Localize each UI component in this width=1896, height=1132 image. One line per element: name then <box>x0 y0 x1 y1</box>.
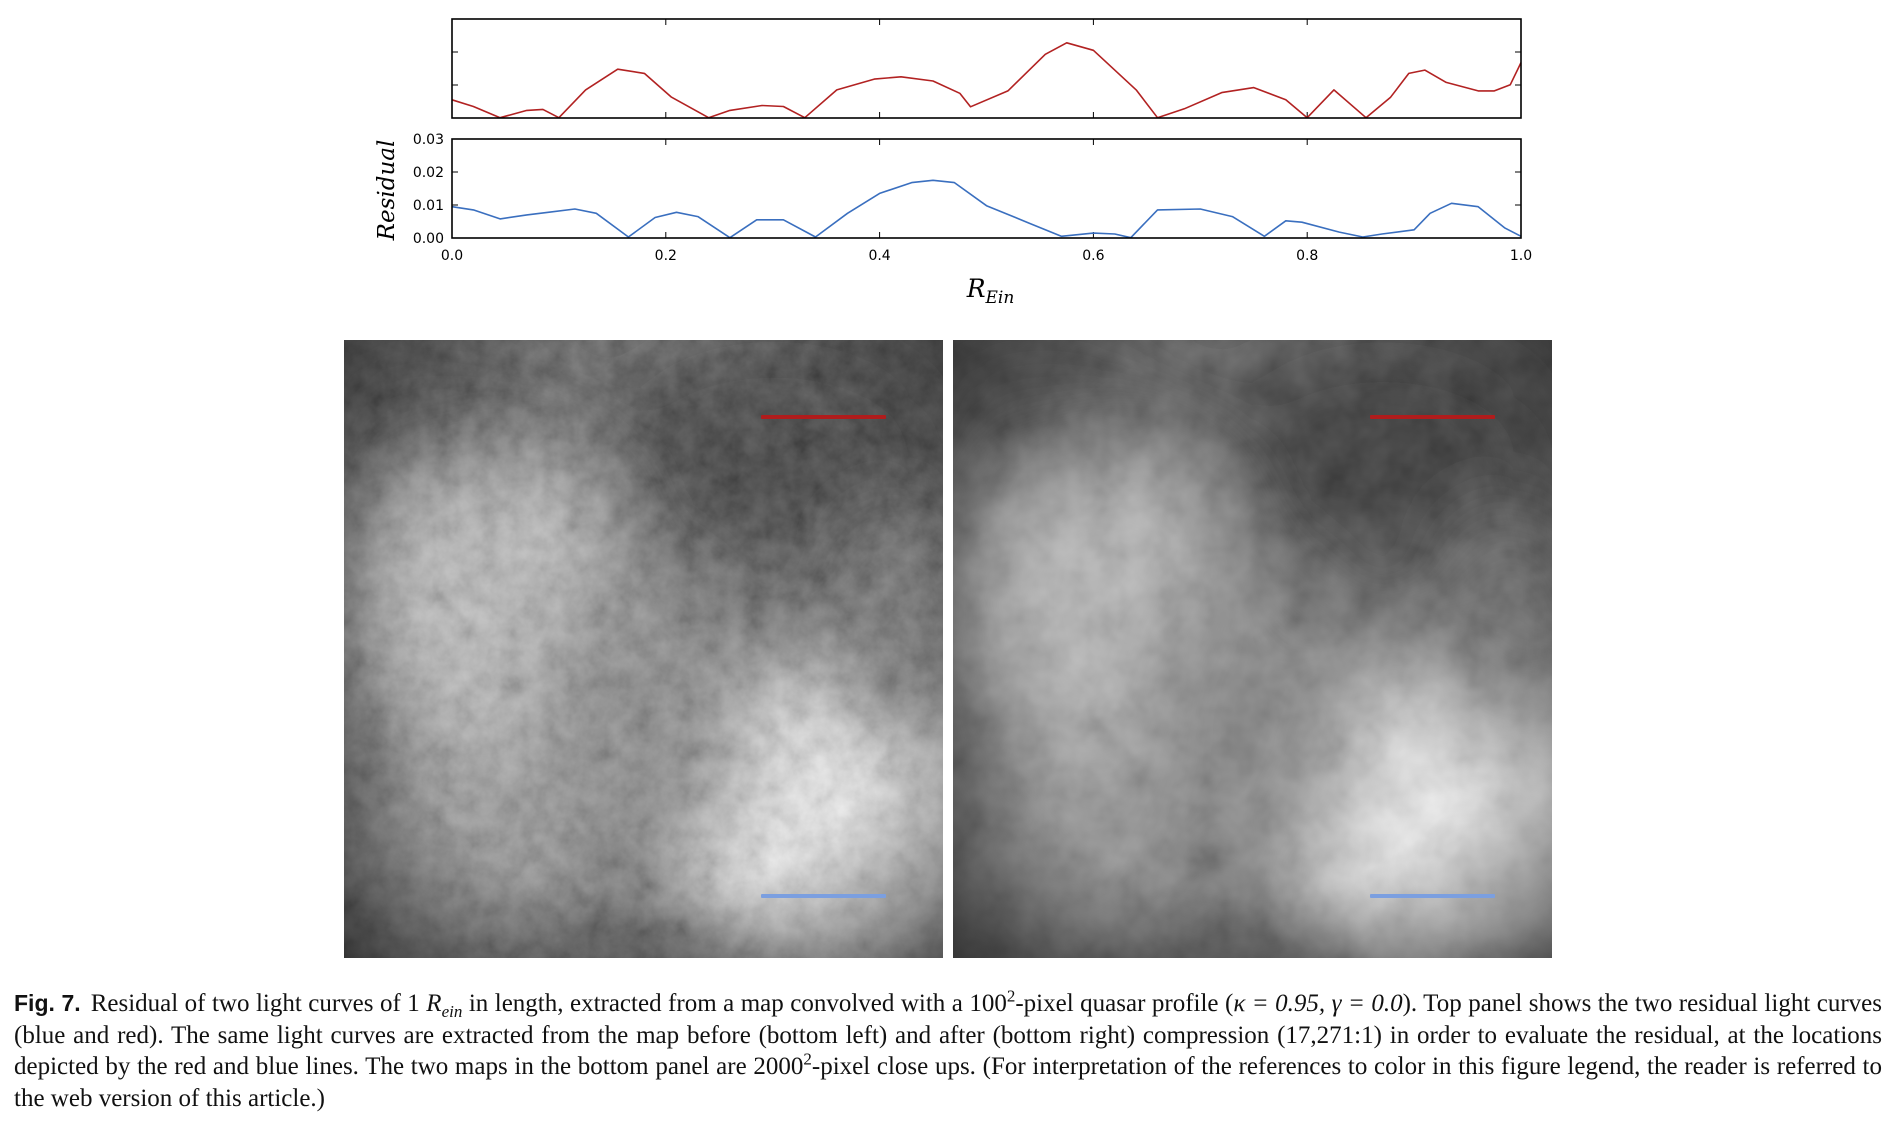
caption-text: Residual of two light curves of 1 <box>90 990 427 1017</box>
map-after-compression <box>953 340 1552 958</box>
map-image-after <box>953 340 1552 958</box>
caption-exponent: 2 <box>803 1049 812 1069</box>
y-tick-label: 0.02 <box>413 165 444 181</box>
y-tick-label: 0.01 <box>413 198 444 214</box>
x-tick-label: 0.8 <box>1296 248 1318 264</box>
y-tick-label: 0.03 <box>413 132 444 148</box>
caption-text: ). Top panel shows the two residual ligh… <box>14 990 1882 1080</box>
caption-text: -pixel quasar profile ( <box>1015 990 1234 1017</box>
x-tick-label: 0.0 <box>441 248 463 264</box>
rein-symbol: Rein <box>426 990 463 1021</box>
red-residual-curve <box>451 42 1522 119</box>
x-tick-label: 0.4 <box>868 248 890 264</box>
x-axis-label: REin <box>966 274 1015 308</box>
caption-text: -pixel close ups. (For interpretation of… <box>14 1053 1882 1112</box>
y-tick-label: 0.00 <box>413 231 444 247</box>
light-curve-residual-plots: 0.0 0.2 0.4 0.6 0.8 1.0 0.00 0.01 0.02 0.03 Residu… <box>374 18 1532 308</box>
caption-parameters: κ = 0.95, γ = 0.0 <box>1233 990 1403 1017</box>
plot-frame <box>451 138 1522 239</box>
blue-marker-line <box>1370 894 1495 898</box>
red-marker-line <box>1370 415 1495 419</box>
plot-frame <box>451 18 1522 119</box>
map-image-before <box>344 340 943 958</box>
caption-label: Fig. 7. <box>14 990 81 1016</box>
map-before-compression <box>344 340 943 958</box>
x-tick-label: 1.0 <box>1510 248 1532 264</box>
caption-exponent: 2 <box>1006 986 1016 1006</box>
red-marker-line <box>761 415 886 419</box>
y-axis-label: Residual <box>374 140 400 242</box>
caption-text: in length, extracted from a map convolve… <box>462 990 1007 1017</box>
x-tick-label: 0.6 <box>1082 248 1104 264</box>
x-tick-label: 0.2 <box>655 248 677 264</box>
blue-marker-line <box>761 894 886 898</box>
figure-caption: Fig. 7. Residual of two light curves of 1… <box>14 988 1882 1114</box>
blue-residual-curve <box>451 179 1522 239</box>
